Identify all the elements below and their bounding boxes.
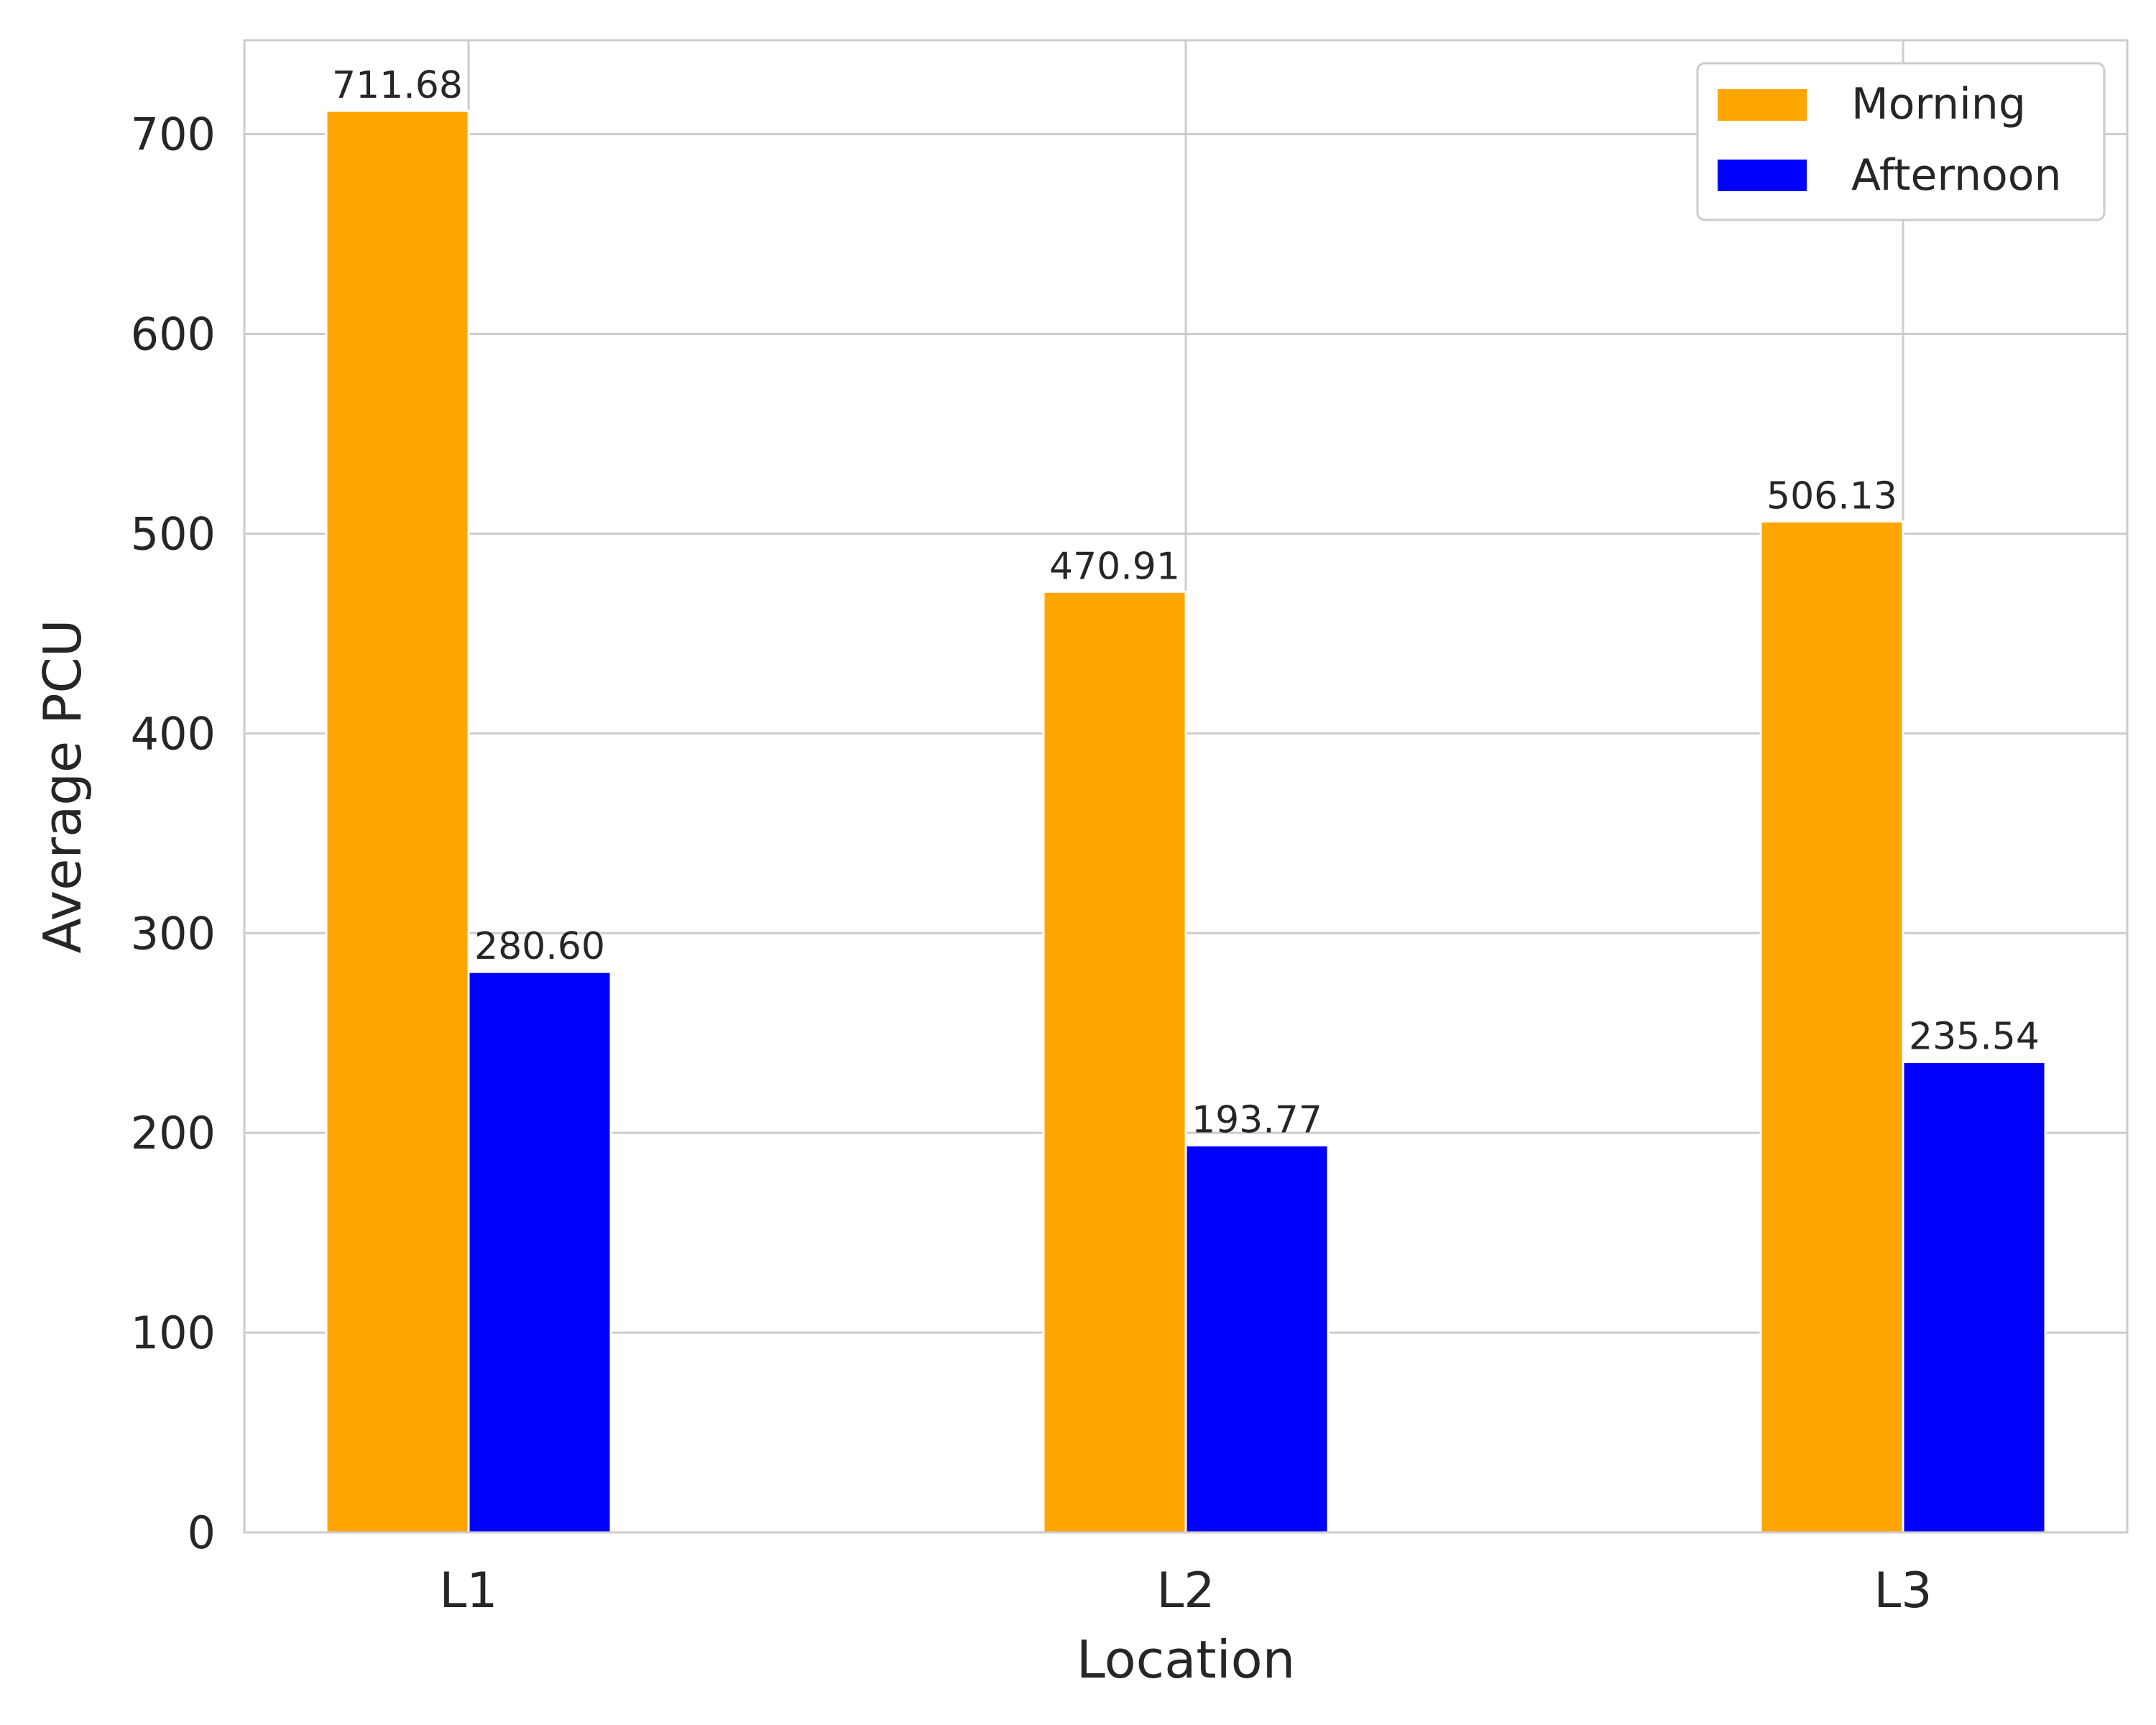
plot-frame [243,39,2129,1534]
data-label-morning-l3: 506.13 [1766,474,1897,518]
legend-swatch-afternoon [1718,160,1807,191]
data-labels: 711.68 470.91 506.13 280.60 193.77 235.54 [332,64,2040,1141]
x-axis-label: Location [1077,1629,1296,1690]
bar-morning-l2 [1042,590,1187,1534]
x-tick-label-l3: L3 [1874,1563,1932,1619]
x-axis-ticks: L1 L2 L3 [439,1563,1932,1619]
bar-morning-l1 [325,109,470,1534]
bar-morning-l3 [1759,520,1904,1534]
legend-label-afternoon: Afternoon [1851,150,2062,201]
y-tick-label: 500 [131,507,216,560]
bars [325,109,2047,1534]
y-tick-label: 200 [131,1107,216,1159]
bar-afternoon-l1 [467,970,612,1534]
y-tick-label: 100 [131,1307,216,1359]
data-label-afternoon-l3: 235.54 [1909,1015,2040,1058]
x-tick-label-l1: L1 [439,1563,497,1619]
y-tick-label: 700 [131,109,216,161]
legend-swatch-morning [1718,89,1807,121]
data-label-afternoon-l1: 280.60 [474,925,605,968]
y-tick-label: 400 [131,707,216,760]
legend: Morning Afternoon [1696,62,2106,221]
y-axis-label: Average PCU [32,620,93,954]
y-axis-ticks: 0 100 200 300 400 500 600 700 [131,109,216,1559]
bar-afternoon-l2 [1184,1144,1330,1534]
data-label-afternoon-l2: 193.77 [1192,1098,1322,1141]
data-label-morning-l1: 711.68 [332,64,463,107]
legend-label-morning: Morning [1851,79,2026,129]
y-tick-label: 300 [131,907,216,960]
y-tick-label: 0 [188,1506,216,1559]
y-tick-label: 600 [131,308,216,361]
x-tick-label-l2: L2 [1156,1563,1215,1619]
data-label-morning-l2: 470.91 [1049,545,1180,588]
bar-afternoon-l3 [1902,1060,2047,1534]
